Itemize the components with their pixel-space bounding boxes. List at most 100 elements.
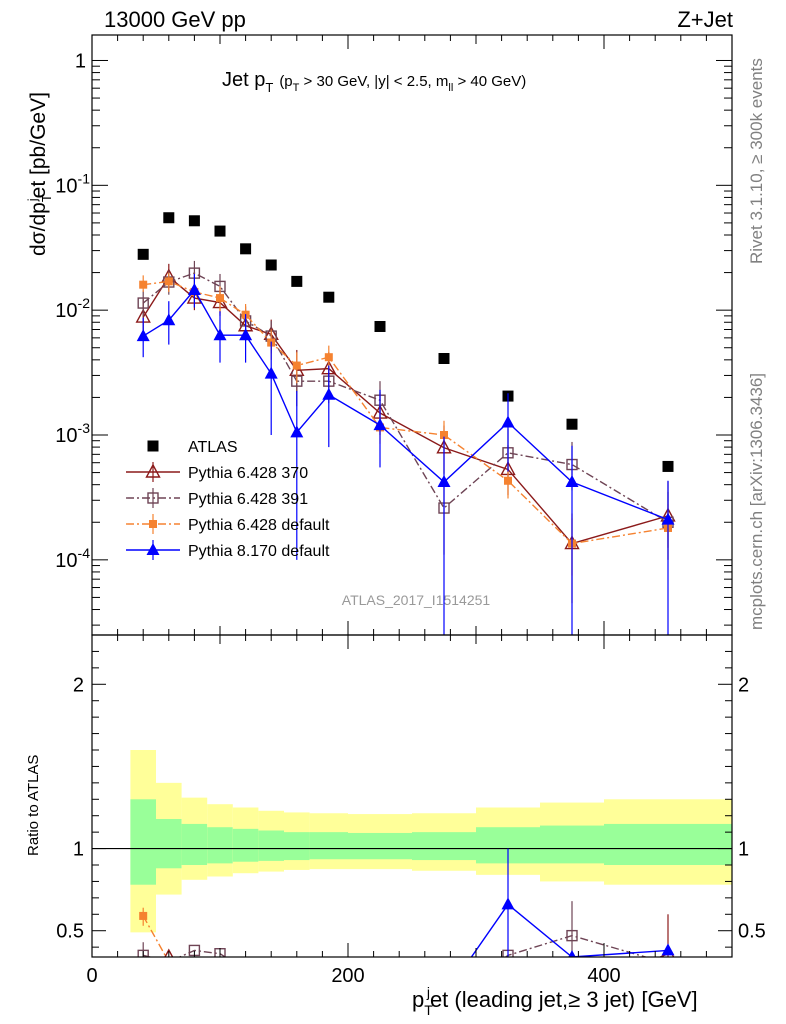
marker-triangle-filled [501,897,515,910]
legend-label: Pythia 8.170 default [188,543,330,560]
legend-item: ATLAS [147,439,238,456]
marker-square-filled [374,320,386,332]
band-inner-bin [348,832,412,860]
ratio-uncertainty-bands [92,750,732,933]
legend-label: Pythia 6.428 391 [188,491,308,508]
band-inner-bin [309,832,348,860]
data-point [137,297,149,309]
data-point [291,275,303,287]
data-point [322,387,336,400]
x-tick-label: 200 [331,965,364,987]
data-point [187,283,201,296]
marker-triangle-filled [146,543,160,555]
x-label-part-3: j [426,984,430,1000]
data-point [145,463,161,478]
y-label-part-1: dσ/dp [27,202,50,256]
main-panel [135,212,676,635]
marker-square-filled [662,460,674,472]
mcplots-label: mcplots.cern.ch [arXiv:1306.3436] [747,373,766,630]
series-line [142,272,669,523]
marker-square-small [149,520,157,528]
legend-label: Pythia 6.428 370 [188,465,308,482]
plot-title-cuts-b: T [293,82,300,94]
data-point [162,313,176,326]
y-tick-label: 1 [75,50,86,72]
legend: ATLAS Pythia 6.428 370 Pythia 6.428 391 Pyt… [126,439,330,560]
y-tick-label-base: 10 [55,425,77,447]
data-point [440,431,448,439]
energy-label: 13000 GeV pp [104,7,246,32]
marker-triangle-filled [501,415,515,428]
data-point [437,475,451,488]
plot-title: Jet pT (pT > 30 GeV, |y| < 2.5, mll > 40 … [222,69,526,95]
marker-triangle-open [145,463,161,478]
data-point [213,328,227,341]
marker-triangle-filled [568,950,576,957]
legend-label: ATLAS [188,439,238,456]
marker-square-filled [265,259,277,271]
data-point [146,543,160,555]
y-tick-label: 10-1 [55,170,90,197]
plot-title-cuts-a: (p [279,73,292,90]
marker-triangle-filled [661,512,675,525]
y-tick-label-base: 10 [55,550,77,572]
data-point [661,943,675,956]
x-label-part-2: T [424,1002,433,1018]
band-inner-bin [258,830,284,861]
data-point [264,366,278,379]
data-point [568,950,576,957]
data-point [240,243,252,255]
marker-square-small [216,294,224,303]
marker-triangle-filled [322,387,336,400]
y-tick-label-exp: -2 [78,295,91,311]
marker-square-filled [323,291,335,303]
marker-triangle-filled [264,366,278,379]
y-tick-label-base: 10 [55,175,77,197]
marker-square-filled [438,353,450,365]
marker-square-filled [291,275,303,287]
process-label: Z+Jet [677,7,733,32]
marker-triangle-filled [239,328,253,341]
x-tick-label: 0 [86,965,97,987]
data-point [504,476,512,485]
plot-title-sub: T [265,80,273,95]
data-point [137,949,149,957]
ratio-panel [137,848,675,957]
data-point [292,361,301,370]
data-point [188,215,200,227]
marker-square-small [164,277,173,286]
marker-square-open [137,949,149,957]
marker-square-small [139,280,148,289]
data-point [265,259,277,271]
marker-square-filled [163,212,175,224]
marker-square-small [440,431,448,439]
marker-triangle-filled [187,283,201,296]
y-label-part-4: et [pb/GeV] [27,92,50,198]
plot-title-main: Jet p [222,69,265,91]
marker-square-filled [214,225,226,237]
marker-square-small [292,361,301,370]
data-point [438,353,450,365]
band-inner-bin [130,799,156,885]
marker-square-filled [240,243,252,255]
legend-item: Pythia 8.170 default [126,540,330,560]
legend-item: Pythia 6.428 default [126,514,330,534]
marker-square-filled [147,440,159,452]
data-point [214,225,226,237]
x-axis-label: pTjet (leading jet,≥ 3 jet) [GeV] [412,984,698,1018]
y-tick-label-exp: -1 [78,170,91,186]
band-inner-bin [412,832,476,861]
ratio-series-group [137,848,675,957]
marker-square-small [504,476,512,485]
data-point [566,929,578,942]
band-inner-bin [540,825,604,864]
data-point [163,212,175,224]
marker-triangle-filled [290,425,304,438]
y-label-part-3: j [25,198,40,202]
y-axis-label-ratio: Ratio to ATLAS [25,755,42,856]
plot-title-cuts-e: > 40 GeV) [453,73,526,90]
data-point [290,425,304,438]
ratio-series-2 [139,907,167,957]
